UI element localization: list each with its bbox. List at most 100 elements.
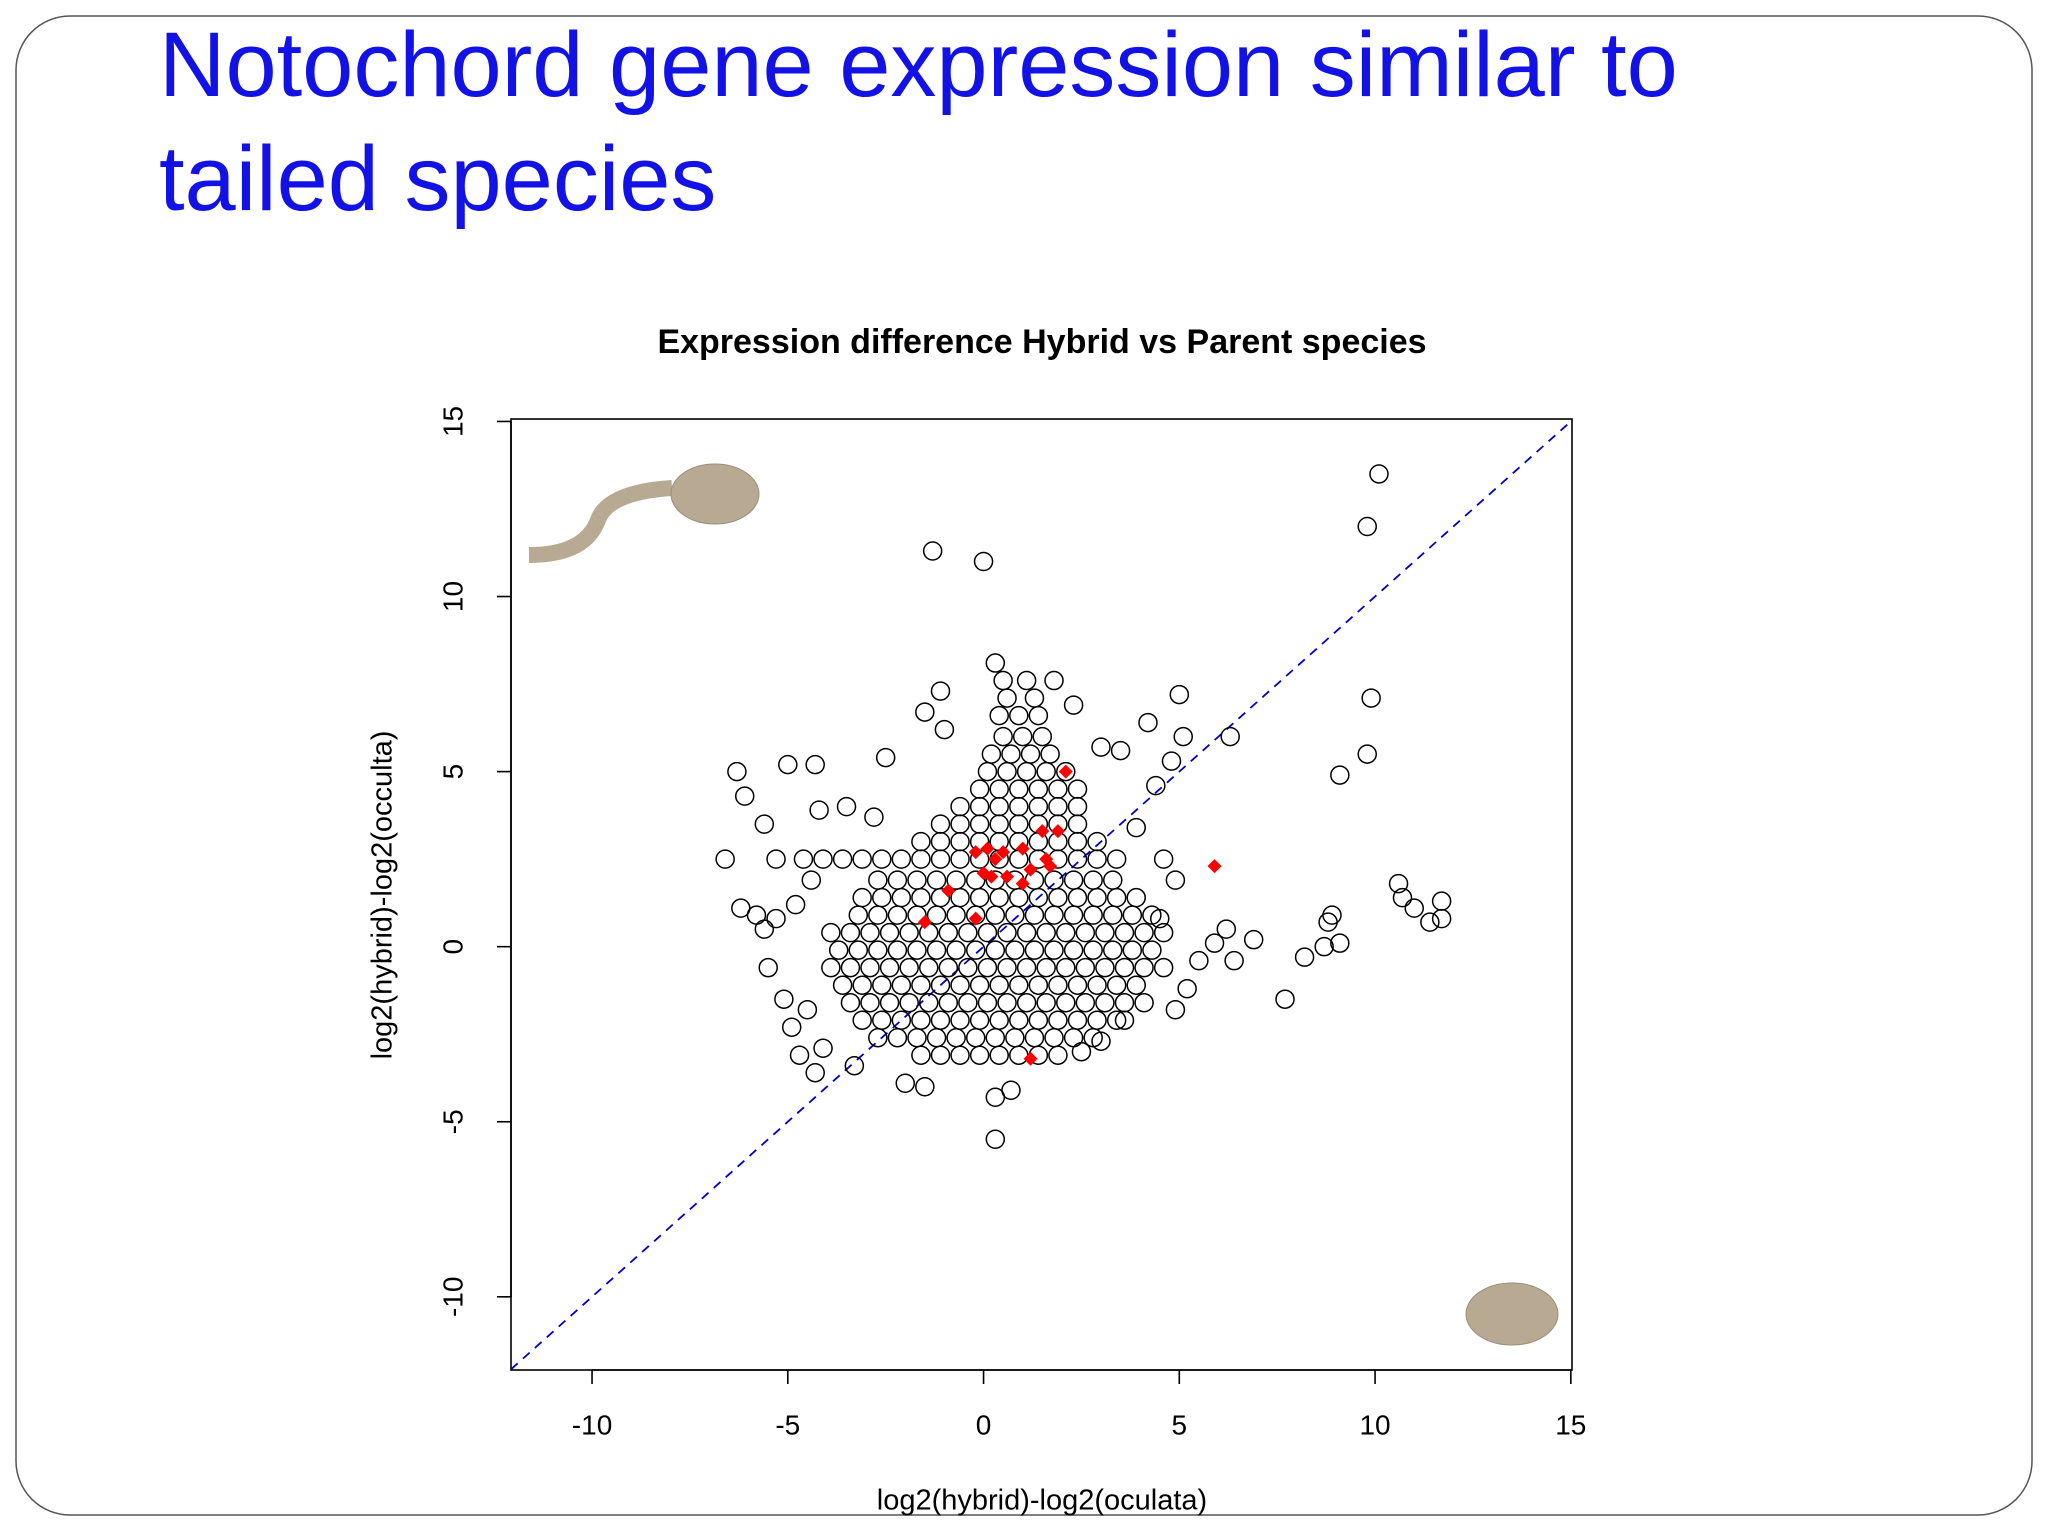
data-point: [875, 747, 896, 768]
data-point: [805, 1062, 825, 1083]
data-point: [1114, 957, 1135, 978]
data-point: [907, 1027, 927, 1048]
data-point: [754, 919, 775, 939]
data-point: [805, 754, 825, 775]
series: [917, 764, 1222, 1066]
data-point: [1067, 975, 1088, 995]
data-point: [1063, 905, 1084, 925]
data-point: [930, 681, 951, 701]
data-point: [1063, 1027, 1084, 1048]
y-tick-label: -10: [437, 1277, 468, 1317]
data-point: [1083, 870, 1103, 890]
data-point: [993, 670, 1013, 691]
data-point: [868, 870, 888, 890]
data-point: [1048, 887, 1068, 908]
data-point: [1028, 705, 1049, 726]
data-point: [950, 796, 970, 817]
highlight-point: [996, 845, 1011, 860]
data-point: [985, 940, 1006, 960]
data-point: [864, 807, 884, 827]
data-point: [958, 992, 978, 1013]
data-point: [922, 541, 943, 561]
data-point: [918, 957, 939, 978]
data-point: [969, 796, 990, 817]
data-point: [930, 1045, 951, 1065]
identity-line: [510, 419, 1573, 1370]
data-point: [887, 905, 908, 925]
data-point: [879, 922, 900, 943]
data-point: [1016, 761, 1037, 782]
data-point: [1095, 922, 1115, 943]
data-point: [872, 975, 892, 995]
data-point: [868, 1027, 888, 1048]
data-point: [1044, 905, 1064, 925]
data-point: [895, 1073, 916, 1093]
data-point: [1091, 1031, 1111, 1051]
data-point: [879, 992, 900, 1013]
data-point: [1024, 1027, 1045, 1048]
data-point: [813, 849, 833, 869]
data-point: [1122, 905, 1143, 925]
data-point: [989, 796, 1009, 817]
data-point: [911, 1010, 931, 1030]
data-point: [899, 957, 919, 978]
data-point: [965, 1027, 986, 1048]
data-point: [852, 849, 872, 869]
data-point: [1044, 670, 1064, 691]
data-point: [958, 957, 978, 978]
data-point: [1275, 989, 1295, 1009]
data-point: [1016, 670, 1037, 691]
highlight-point: [988, 852, 1003, 867]
data-point: [872, 887, 892, 908]
data-point: [848, 940, 869, 960]
data-point: [852, 975, 872, 995]
highlight-point: [1207, 859, 1222, 874]
data-point: [997, 688, 1017, 708]
data-point: [969, 814, 990, 834]
data-point: [1146, 775, 1166, 796]
x-tick-label: 10: [1359, 1409, 1390, 1440]
data-point: [946, 905, 966, 925]
data-point: [1009, 887, 1029, 908]
y-tick-label: 5: [437, 764, 468, 780]
highlight-point: [968, 845, 983, 860]
data-point: [1009, 796, 1029, 817]
data-point: [785, 894, 806, 915]
data-point: [821, 957, 841, 978]
data-point: [1126, 975, 1146, 995]
highlight-point: [941, 883, 956, 898]
data-point: [1134, 992, 1154, 1013]
y-axis-label: log2(hybrid)-log2(occulta): [367, 731, 399, 1060]
data-point: [1016, 992, 1037, 1013]
data-point: [1005, 1027, 1025, 1048]
data-point: [985, 1129, 1006, 1150]
data-point: [1024, 688, 1045, 708]
highlight-point: [1015, 841, 1030, 856]
data-point: [1028, 1010, 1049, 1030]
slide-frame: [15, 15, 2033, 1516]
data-point: [911, 887, 931, 908]
data-point: [734, 786, 755, 806]
data-point: [950, 975, 970, 995]
data-point: [1009, 814, 1029, 834]
data-point: [938, 992, 959, 1013]
data-point: [840, 992, 861, 1013]
data-point: [1024, 940, 1045, 960]
data-point: [918, 992, 939, 1013]
data-point: [1009, 1045, 1029, 1065]
data-point: [1392, 887, 1413, 908]
highlight-point: [917, 915, 932, 930]
data-point: [1016, 922, 1037, 943]
data-point: [821, 922, 841, 943]
data-point: [1106, 849, 1127, 869]
data-point: [1036, 992, 1056, 1013]
data-point: [1361, 688, 1381, 708]
data-point: [1009, 1010, 1029, 1030]
highlight-point: [984, 869, 999, 884]
x-tick-label: 5: [1172, 1409, 1188, 1440]
data-point: [887, 940, 908, 960]
data-point: [1177, 978, 1197, 999]
data-point: [1149, 908, 1170, 929]
data-point: [915, 702, 935, 722]
data-point: [1189, 950, 1209, 971]
